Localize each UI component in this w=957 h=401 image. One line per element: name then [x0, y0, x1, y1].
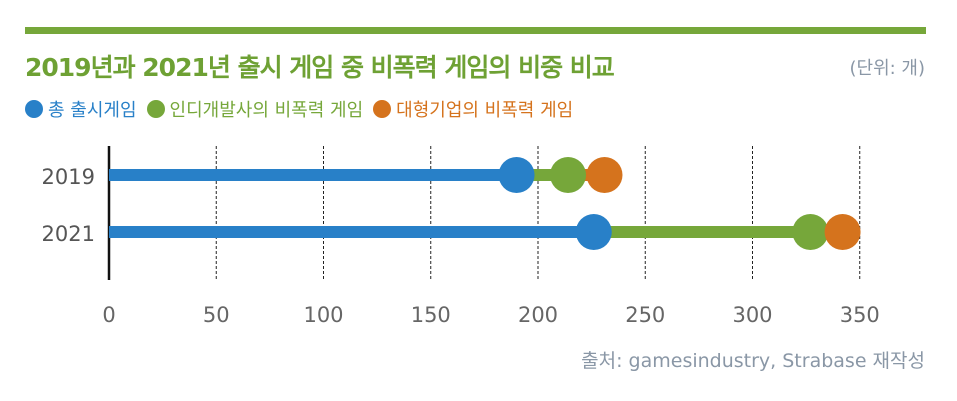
legend-label: 인디개발사의 비폭력 게임	[169, 100, 364, 121]
title-bar-accent	[25, 27, 926, 34]
x-tick-label: 0	[102, 303, 115, 327]
data-point	[824, 214, 861, 250]
x-tick-label: 150	[411, 303, 451, 327]
data-point	[575, 214, 612, 250]
legend-label: 총 출시게임	[48, 100, 137, 121]
legend-item-indie: 인디개발사의 비폭력 게임	[146, 96, 364, 122]
y-category-label: 2021	[42, 222, 95, 246]
data-point	[586, 157, 623, 193]
x-tick-label: 300	[732, 303, 772, 327]
legend-item-major: 대형기업의 비폭력 게임	[373, 96, 573, 122]
legend-swatch	[146, 100, 165, 118]
x-tick-label: 200	[518, 303, 558, 327]
legend-item-total: 총 출시게임	[25, 96, 137, 122]
legend-swatch	[25, 100, 43, 118]
legend-swatch	[373, 100, 392, 118]
x-tick-label: 250	[625, 303, 665, 327]
legend: 총 출시게임 인디개발사의 비폭력 게임 대형기업의 비폭력 게임	[25, 96, 573, 122]
x-tick-label: 100	[303, 303, 343, 327]
unit-label: (단위: 개)	[849, 58, 925, 79]
data-point	[792, 214, 829, 250]
x-tick-label: 350	[840, 303, 880, 327]
y-category-label: 2019	[42, 165, 95, 189]
legend-label: 대형기업의 비폭력 게임	[396, 100, 574, 121]
data-point	[498, 157, 535, 193]
chart-title: 2019년과 2021년 출시 게임 중 비폭력 게임의 비중 비교	[25, 53, 615, 82]
data-point	[550, 157, 587, 193]
source-note: 출처: gamesindustry, Strabase 재작성	[581, 350, 925, 372]
x-tick-label: 50	[203, 303, 230, 327]
